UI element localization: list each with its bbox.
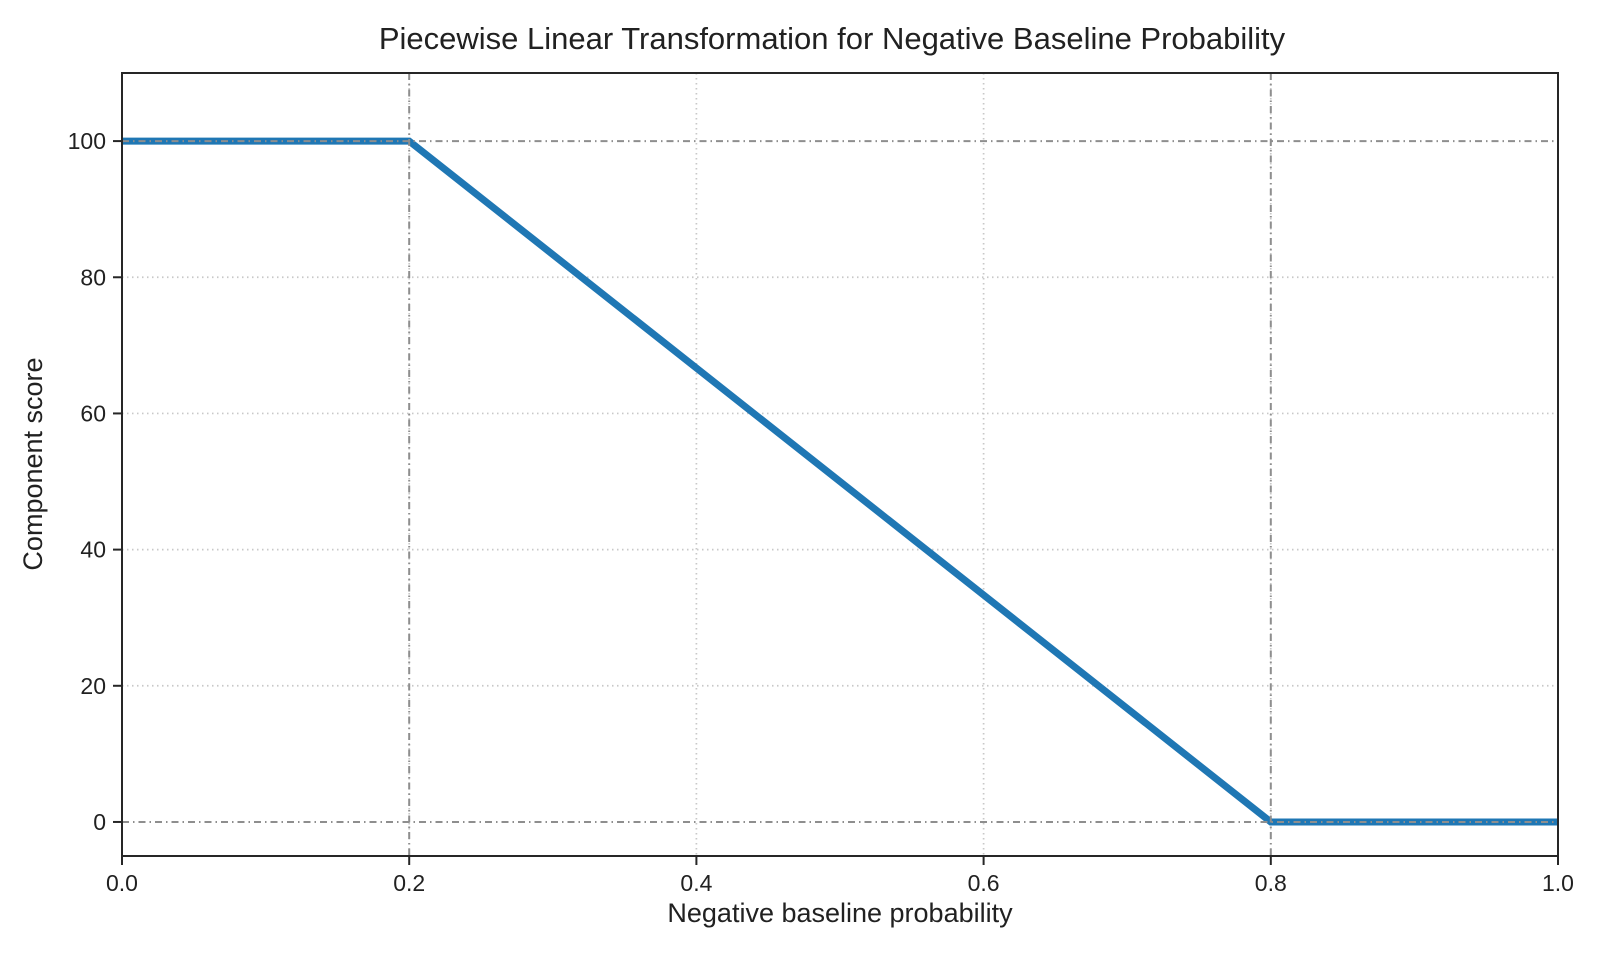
x-tick-label: 1.0 [1542, 870, 1574, 896]
y-tick-label: 20 [80, 673, 106, 699]
tick-labels: 0.0 0.2 0.4 0.6 0.8 1.0 0 20 40 60 80 100 [68, 128, 1574, 896]
y-tick-label: 40 [80, 537, 106, 563]
x-tick-label: 0.6 [968, 870, 1000, 896]
series-component-score [122, 137, 1558, 826]
y-tick-label: 80 [80, 264, 106, 290]
x-axis-label: Negative baseline probability [667, 898, 1013, 928]
chart-title: Piecewise Linear Transformation for Nega… [379, 21, 1286, 56]
y-tick-label: 60 [80, 400, 106, 426]
x-tick-label: 0.4 [680, 870, 712, 896]
plot-border [121, 72, 1559, 857]
gridlines [122, 73, 1558, 856]
x-tick-label: 0.2 [393, 870, 425, 896]
reference-lines [122, 73, 1558, 856]
x-tick-label: 0.8 [1255, 870, 1287, 896]
y-tick-label: 100 [68, 128, 106, 154]
y-axis-label: Component score [18, 357, 48, 570]
y-tick-label: 0 [93, 809, 106, 835]
data-series [122, 137, 1558, 826]
x-tick-label: 0.0 [106, 870, 138, 896]
axis-ticks [113, 140, 1559, 865]
